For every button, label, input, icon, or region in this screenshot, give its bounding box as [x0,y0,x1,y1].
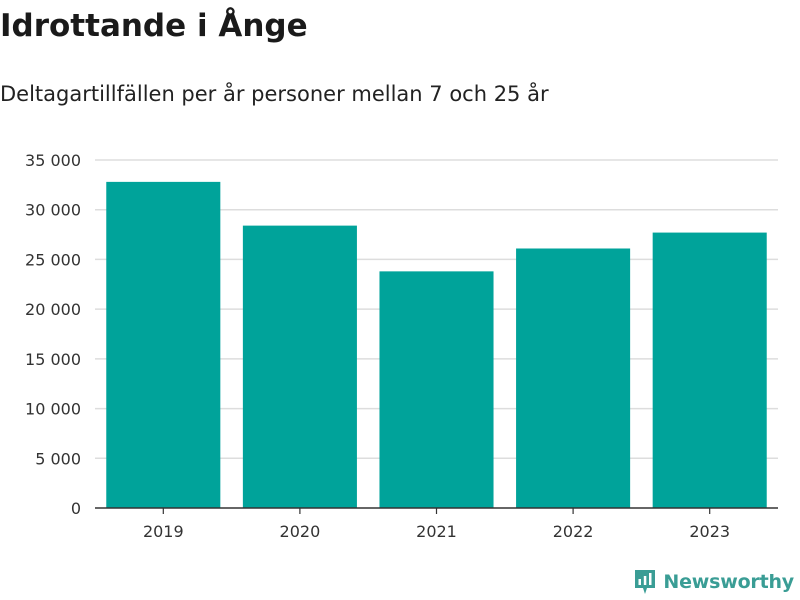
x-tick-label: 2019 [143,522,184,541]
bar-2020 [242,225,357,508]
bar-2019 [106,181,221,509]
bar-2023 [652,232,767,508]
y-tick-label: 20 000 [25,300,81,319]
newsworthy-logo-icon [635,570,656,594]
bar-2021 [379,271,494,508]
y-tick-label: 35 000 [25,151,81,170]
y-tick-label: 10 000 [25,400,81,419]
logo-text: Newsworthy [663,571,794,593]
y-tick-label: 15 000 [25,350,81,369]
chart-subtitle: Deltagartillfällen per år personer mella… [0,82,549,106]
y-tick-label: 0 [71,499,81,518]
x-tick-label: 2020 [280,522,321,541]
x-tick-label: 2021 [416,522,457,541]
y-tick-label: 30 000 [25,201,81,220]
y-tick-label: 25 000 [25,250,81,269]
x-tick-label: 2022 [553,522,594,541]
x-tick-label: 2023 [689,522,730,541]
newsworthy-logo: Newsworthy [633,568,794,596]
y-tick-label: 5 000 [35,449,81,468]
chart-title: Idrottande i Ånge [0,8,308,44]
bar-2022 [516,248,631,508]
